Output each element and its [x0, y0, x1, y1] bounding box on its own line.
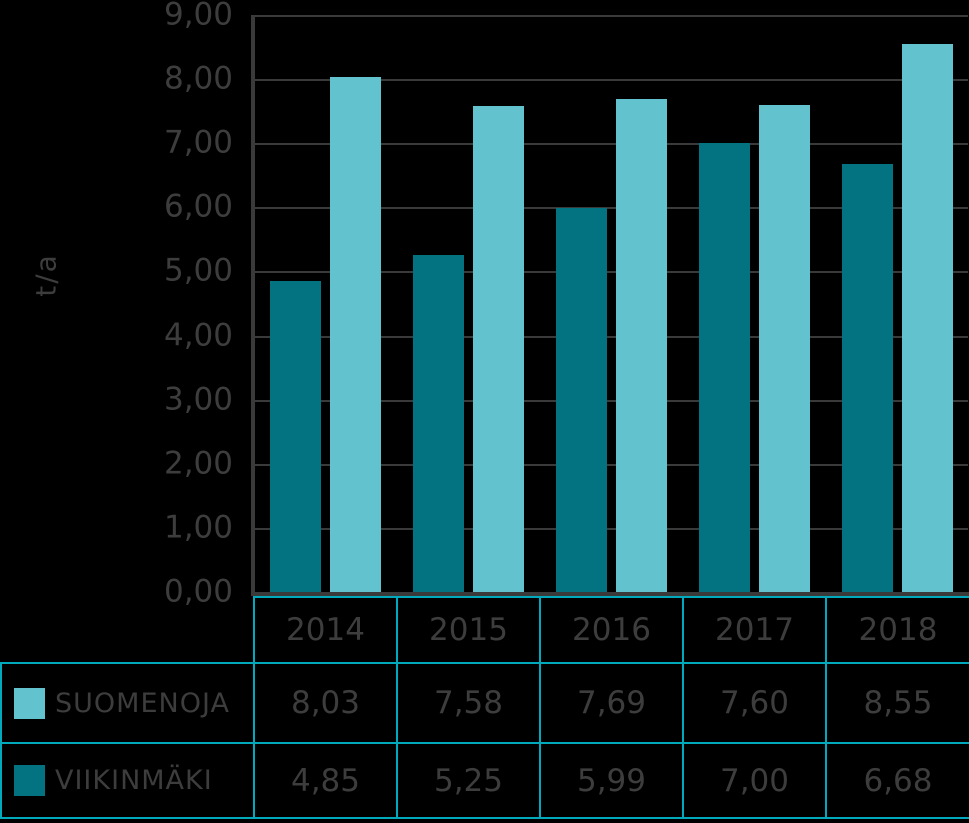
y-tick-label: 1,00 [163, 509, 233, 546]
bar-viikinmäki-2016 [556, 208, 607, 592]
value-suomenoja-2018: 8,55 [825, 662, 969, 744]
bar-suomenoja-2015 [473, 106, 524, 592]
value-suomenoja-2014: 8,03 [253, 662, 398, 744]
gridline [253, 400, 968, 402]
gridline [253, 15, 968, 17]
value-suomenoja-2015: 7,58 [396, 662, 541, 744]
gridline [253, 79, 968, 81]
legend-cell-suomenoja: SUOMENOJA [0, 662, 255, 744]
table-corner-blank [1, 597, 254, 663]
y-tick-label: 2,00 [163, 445, 233, 482]
value-viikinmaki-2015: 5,25 [396, 742, 541, 819]
bar-viikinmäki-2017 [699, 143, 750, 592]
bar-suomenoja-2016 [616, 99, 667, 592]
table-header-row: 2014 2015 2016 2017 2018 [1, 596, 969, 664]
bar-suomenoja-2017 [759, 105, 810, 592]
bar-viikinmäki-2018 [842, 164, 893, 592]
column-header-2017: 2017 [682, 596, 827, 664]
column-header-2015: 2015 [396, 596, 541, 664]
plot-area [253, 15, 968, 592]
y-tick-label: 3,00 [163, 381, 233, 418]
column-header-2016: 2016 [539, 596, 684, 664]
legend-label-suomenoja: SUOMENOJA [55, 687, 230, 719]
bar-viikinmäki-2014 [270, 281, 321, 592]
bar-viikinmäki-2015 [413, 255, 464, 592]
y-tick-label: 7,00 [163, 124, 233, 161]
gridline [253, 271, 968, 273]
gridline [253, 528, 968, 530]
gridline [253, 336, 968, 338]
gridline [253, 464, 968, 466]
y-tick-label: 6,00 [163, 188, 233, 225]
y-tick-label: 4,00 [163, 317, 233, 354]
value-suomenoja-2017: 7,60 [682, 662, 827, 744]
table-row-viikinmaki: VIIKINMÄKI 4,85 5,25 5,99 7,00 6,68 [0, 742, 969, 819]
gridline [253, 143, 968, 145]
legend-cell-viikinmaki: VIIKINMÄKI [0, 742, 255, 819]
y-tick-label: 0,00 [163, 573, 233, 610]
x-axis-line [251, 592, 969, 596]
bar-suomenoja-2014 [330, 77, 381, 592]
bar-suomenoja-2018 [902, 44, 953, 592]
value-viikinmaki-2017: 7,00 [682, 742, 827, 819]
column-header-2018: 2018 [825, 596, 969, 664]
gridline [253, 207, 968, 209]
legend-swatch-suomenoja-icon [14, 687, 45, 719]
y-tick-label: 9,00 [163, 0, 233, 33]
value-viikinmaki-2014: 4,85 [253, 742, 398, 819]
y-tick-label: 5,00 [163, 252, 233, 289]
legend-swatch-viikinmaki-icon [14, 765, 45, 796]
value-viikinmaki-2018: 6,68 [825, 742, 969, 819]
column-header-2014: 2014 [253, 596, 398, 664]
table-row-suomenoja: SUOMENOJA 8,03 7,58 7,69 7,60 8,55 [0, 662, 969, 744]
y-tick-label: 8,00 [163, 60, 233, 97]
value-viikinmaki-2016: 5,99 [539, 742, 684, 819]
value-suomenoja-2016: 7,69 [539, 662, 684, 744]
data-table: 2014 2015 2016 2017 2018 SUOMENOJA 8,03 … [0, 596, 969, 819]
y-axis-line [251, 15, 255, 596]
legend-label-viikinmaki: VIIKINMÄKI [55, 765, 213, 796]
